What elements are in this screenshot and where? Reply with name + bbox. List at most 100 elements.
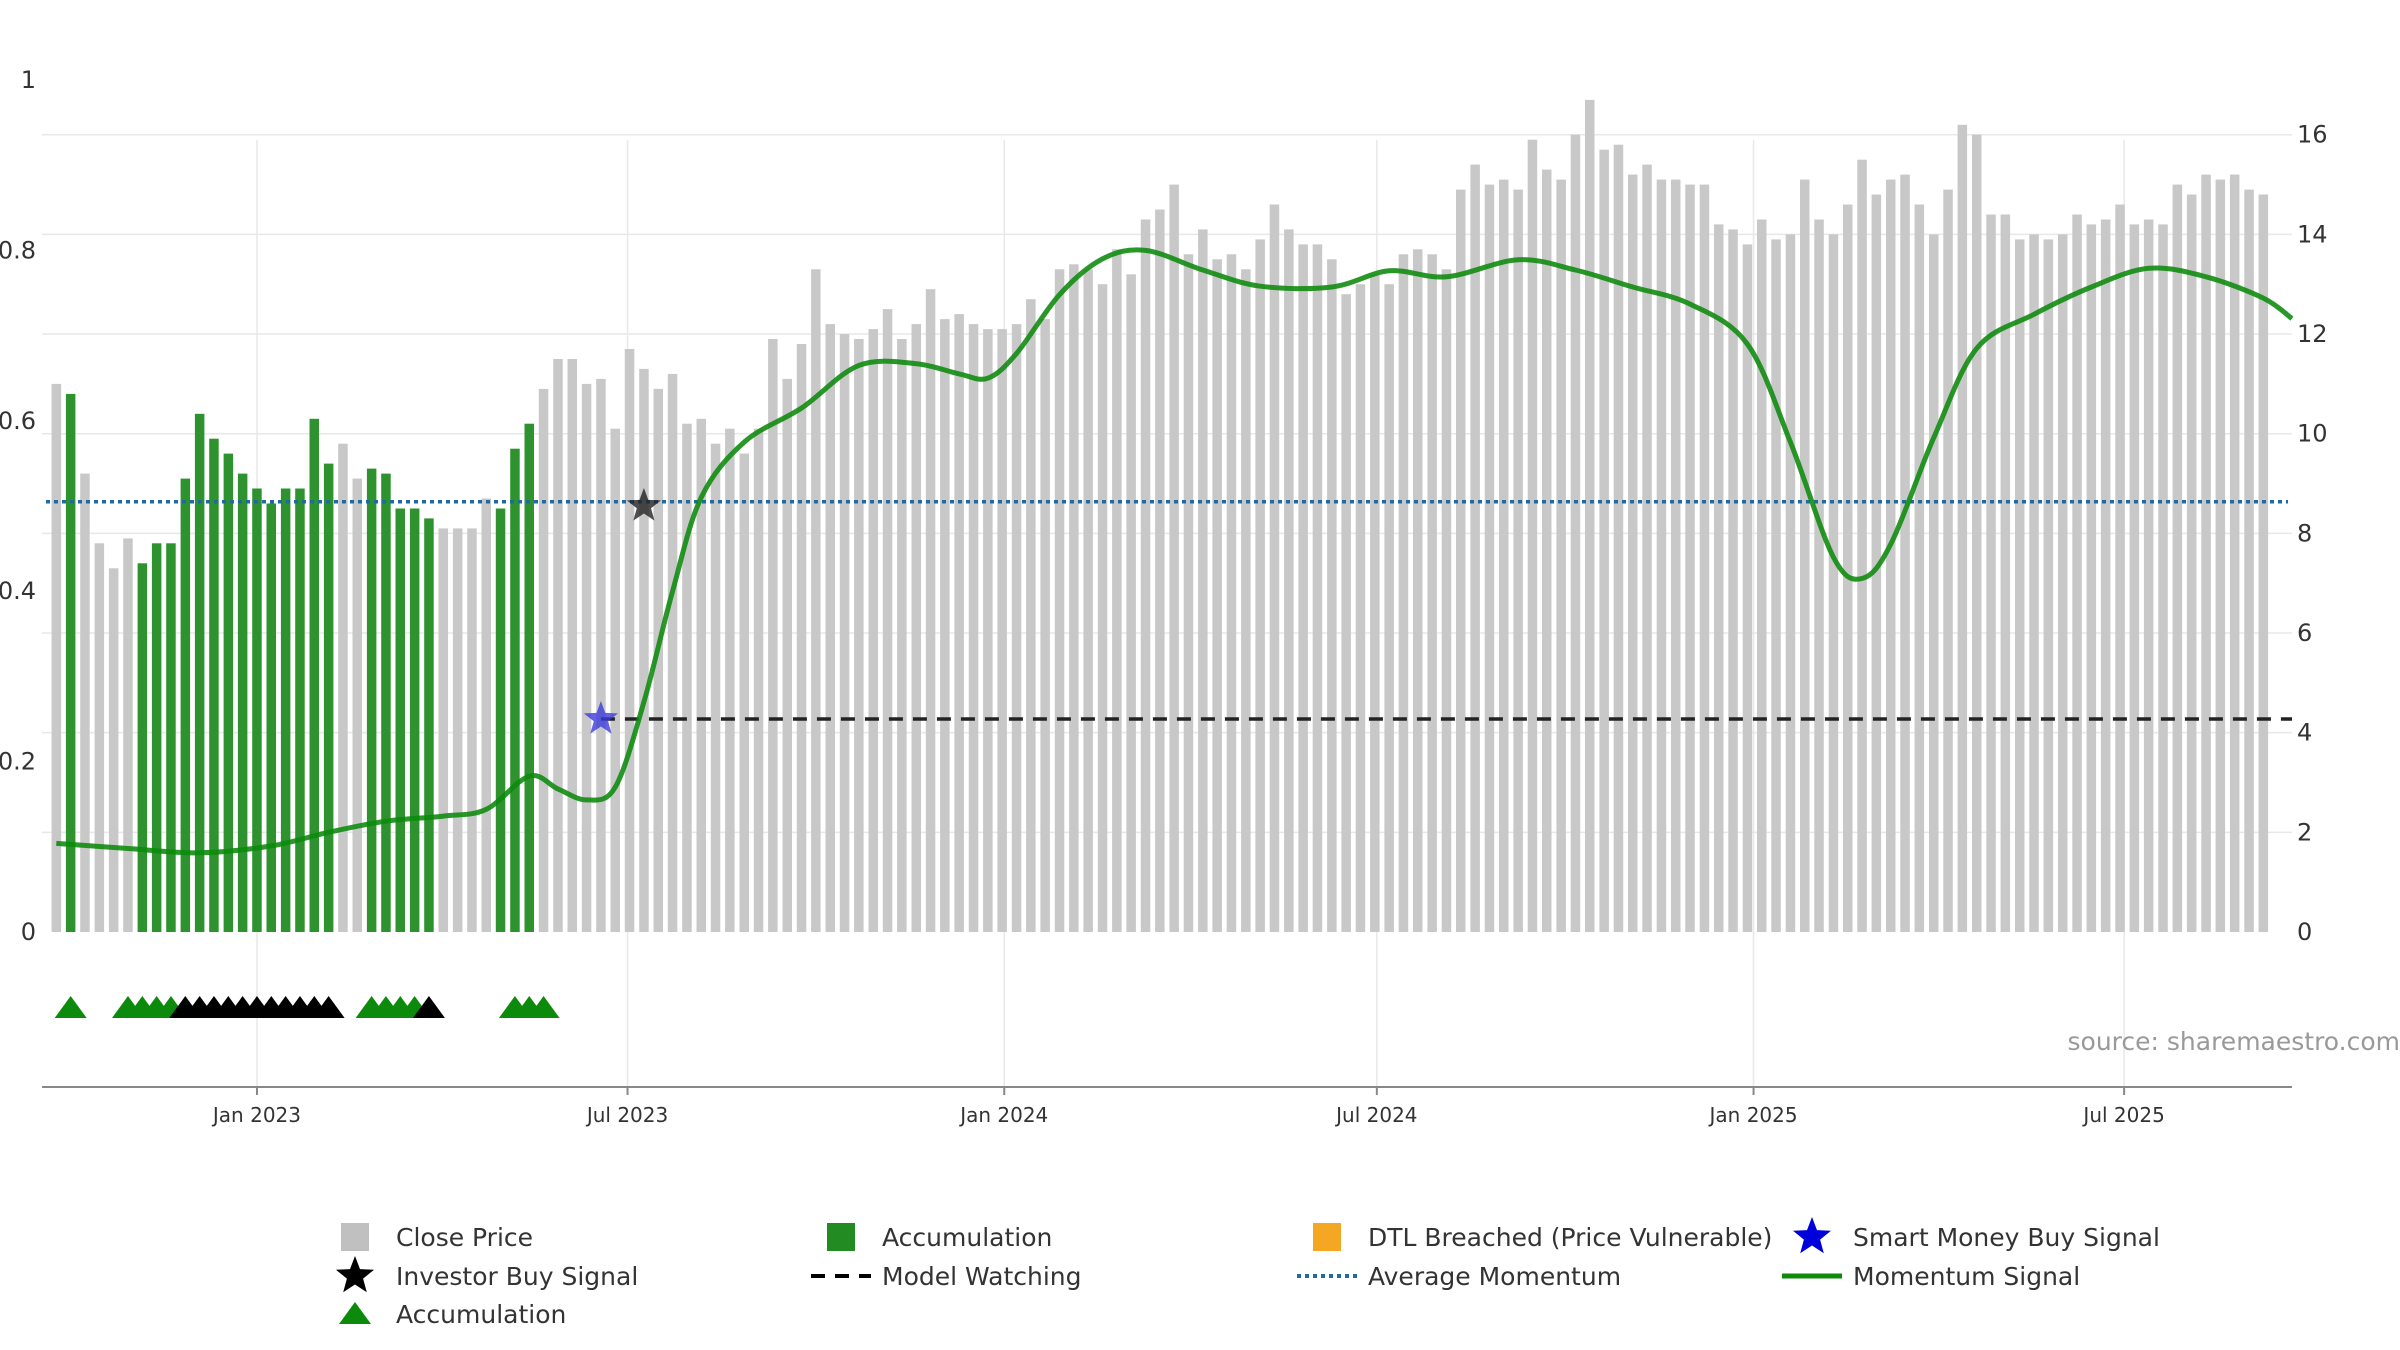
close-price-bar (1513, 189, 1523, 933)
average-momentum-legend-label: Average Momentum (1368, 1262, 1621, 1291)
close-price-bar (1398, 254, 1409, 933)
close-price-bar (596, 378, 606, 932)
close-price-bar (897, 339, 907, 932)
right-axis-tick: 8 (2297, 519, 2312, 547)
close-price-bar (553, 359, 563, 932)
legend-item-investor-buy: Investor Buy Signal (336, 1256, 638, 1293)
close-price-bar (882, 309, 893, 933)
signal-lines (46, 247, 2294, 856)
close-price-bar (1269, 204, 1280, 932)
legend-item-dtl-breached: DTL Breached (Price Vulnerable) (1313, 1223, 1772, 1252)
legend-item-close-price: Close Price (341, 1223, 533, 1252)
close-price-bar (1986, 214, 1996, 932)
close-price-bar (954, 314, 964, 933)
legend-item-momentum-signal: Momentum Signal (1782, 1262, 2080, 1291)
close-price-bar (667, 373, 678, 932)
accumulation-bar (395, 508, 405, 932)
close-price-bar (567, 359, 577, 932)
model-watching-legend-label: Model Watching (882, 1262, 1082, 1291)
close-price-bar (2029, 234, 2039, 932)
close-price-bar (2186, 194, 2197, 932)
investor-buy-legend-icon (336, 1256, 374, 1293)
close-price-bar (753, 428, 764, 932)
close-price-bar (1441, 269, 1452, 932)
close-price-bar (1255, 239, 1265, 932)
close-price-bar (1413, 249, 1423, 933)
accumulation-triangle-green (527, 996, 560, 1018)
close-price-bar (123, 538, 133, 932)
close-price-bar (1169, 184, 1179, 933)
x-axis-tick: Jul 2023 (585, 1103, 668, 1127)
close-price-bar (1728, 229, 1738, 932)
close-price-bar (338, 443, 348, 932)
close-price-bar (1714, 224, 1724, 932)
close-price-bar (108, 568, 119, 932)
close-price-bar (868, 329, 878, 933)
accumulation-bar (366, 468, 377, 932)
close-price-bar (1499, 179, 1509, 933)
close-price-bar (1097, 284, 1108, 932)
close-price-bar (1914, 204, 1925, 932)
accumulation-bar (295, 488, 305, 932)
close-price-bar (1241, 269, 1251, 932)
close-price-bar (610, 428, 620, 932)
close-price-bar (1742, 244, 1753, 932)
legend-item-smart-money: Smart Money Buy Signal (1793, 1217, 2160, 1254)
close-price-bar (1456, 189, 1466, 933)
close-price-bar (2143, 219, 2154, 932)
close-price-bar (1929, 234, 1939, 932)
signal-markers (54, 488, 661, 1018)
close-price-bar (2086, 224, 2097, 932)
accumulation-triangle-black (412, 996, 445, 1018)
close-price-bar (1857, 159, 1867, 932)
accumulation-bar (424, 518, 434, 932)
close-price-bar (2229, 174, 2240, 933)
close-price-bar (2100, 219, 2111, 932)
close-price-bar (639, 368, 649, 932)
close-price-bar (2244, 189, 2254, 933)
accumulation-bar (237, 473, 248, 932)
price-bars (51, 99, 2269, 933)
close-price-bar (1226, 254, 1237, 933)
accumulation-bar (223, 453, 234, 932)
right-axis-tick: 6 (2297, 619, 2312, 647)
close-price-bar (782, 378, 792, 932)
close-price-bar (538, 388, 549, 932)
legend-item-accumulation-bar: Accumulation (827, 1223, 1052, 1252)
close-price-bar (1871, 194, 1882, 932)
close-price-bar (1427, 254, 1437, 933)
close-price-bar (710, 443, 721, 932)
close-price-bar (653, 388, 663, 932)
close-price-bar (2158, 224, 2168, 932)
accumulation-bar (409, 508, 420, 932)
close-price-bar (1556, 179, 1566, 933)
left-axis-tick: 0.4 (0, 577, 36, 605)
close-price-bar (1570, 134, 1581, 932)
close-price-bar (2043, 239, 2054, 932)
close-price-bar (682, 423, 692, 932)
close-price-bar (1656, 179, 1667, 933)
accumulation-bar-legend-label: Accumulation (882, 1223, 1052, 1252)
close-price-legend-icon (341, 1223, 369, 1251)
accumulation-bar (252, 488, 262, 932)
close-price-bar (2215, 179, 2226, 933)
left-axis-tick: 0.8 (0, 236, 36, 264)
close-price-bar (839, 334, 850, 933)
close-price-bar (1470, 164, 1480, 933)
momentum-signal-line (56, 247, 2294, 856)
close-price-bar (2129, 224, 2140, 932)
close-price-bar (352, 478, 362, 932)
close-price-bar (1671, 179, 1681, 933)
close-price-bar (1298, 244, 1308, 932)
smart-money-buy-star (583, 701, 618, 734)
close-price-bar (1613, 144, 1624, 932)
left-axis-tick: 0.2 (0, 748, 36, 776)
accumulation-bar (137, 563, 148, 932)
right-axis-tick: 14 (2297, 220, 2328, 248)
close-price-bar (1312, 244, 1323, 932)
accumulation-bar (166, 543, 176, 932)
accumulation-bar (510, 448, 520, 932)
close-price-bar (2015, 239, 2025, 932)
close-price-bar (1757, 219, 1767, 932)
